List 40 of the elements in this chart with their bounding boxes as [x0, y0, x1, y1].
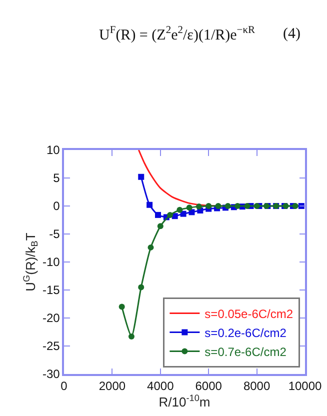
y-tick-label: -20: [42, 311, 60, 326]
point: [167, 212, 174, 218]
point: [176, 206, 183, 213]
point: [224, 203, 231, 209]
point: [215, 203, 222, 209]
y-tick-label: 0: [53, 199, 60, 214]
legend-label: s=0.05e-6C/cm2: [204, 306, 294, 321]
y-tick-label: -5: [49, 227, 60, 242]
text: (4): [283, 26, 300, 42]
text: U$^{F}$(R) = (Z$^{2}$e$^{2}$/ε)(1/R)e$^{−κR}$: [99, 25, 255, 44]
y-tick-label: 5: [53, 171, 60, 186]
y-tick-label: -30: [42, 367, 60, 382]
point: [292, 203, 298, 209]
point: [138, 284, 144, 290]
x-axis-title: R/10$^{-10}$m: [158, 393, 210, 410]
point: [118, 304, 125, 310]
point: [186, 204, 192, 211]
y-tick-label: 10: [46, 143, 60, 158]
x-tick-label: 4000: [147, 379, 174, 394]
x-tick-label: 8000: [243, 379, 270, 394]
legend-label: s=0.7e-6C/cm2: [204, 344, 287, 359]
point: [206, 203, 212, 209]
point: [157, 223, 164, 230]
point: [128, 333, 134, 340]
point: [138, 174, 144, 180]
point: [234, 203, 241, 209]
point: [148, 244, 154, 250]
point: [196, 204, 202, 210]
point: [244, 203, 250, 209]
x-tick-label: 10000: [288, 379, 322, 394]
x-tick-label: 2000: [98, 379, 126, 394]
legend-label: s=0.2e-6C/cm2: [204, 326, 287, 340]
y-tick-label: -10: [42, 255, 60, 270]
point: [154, 212, 161, 218]
y-tick-label: -15: [42, 283, 60, 298]
y-tick-label: -25: [42, 339, 60, 354]
point: [180, 210, 186, 217]
x-tick-label: 6000: [195, 379, 222, 394]
point: [146, 202, 153, 208]
point: [254, 203, 260, 209]
